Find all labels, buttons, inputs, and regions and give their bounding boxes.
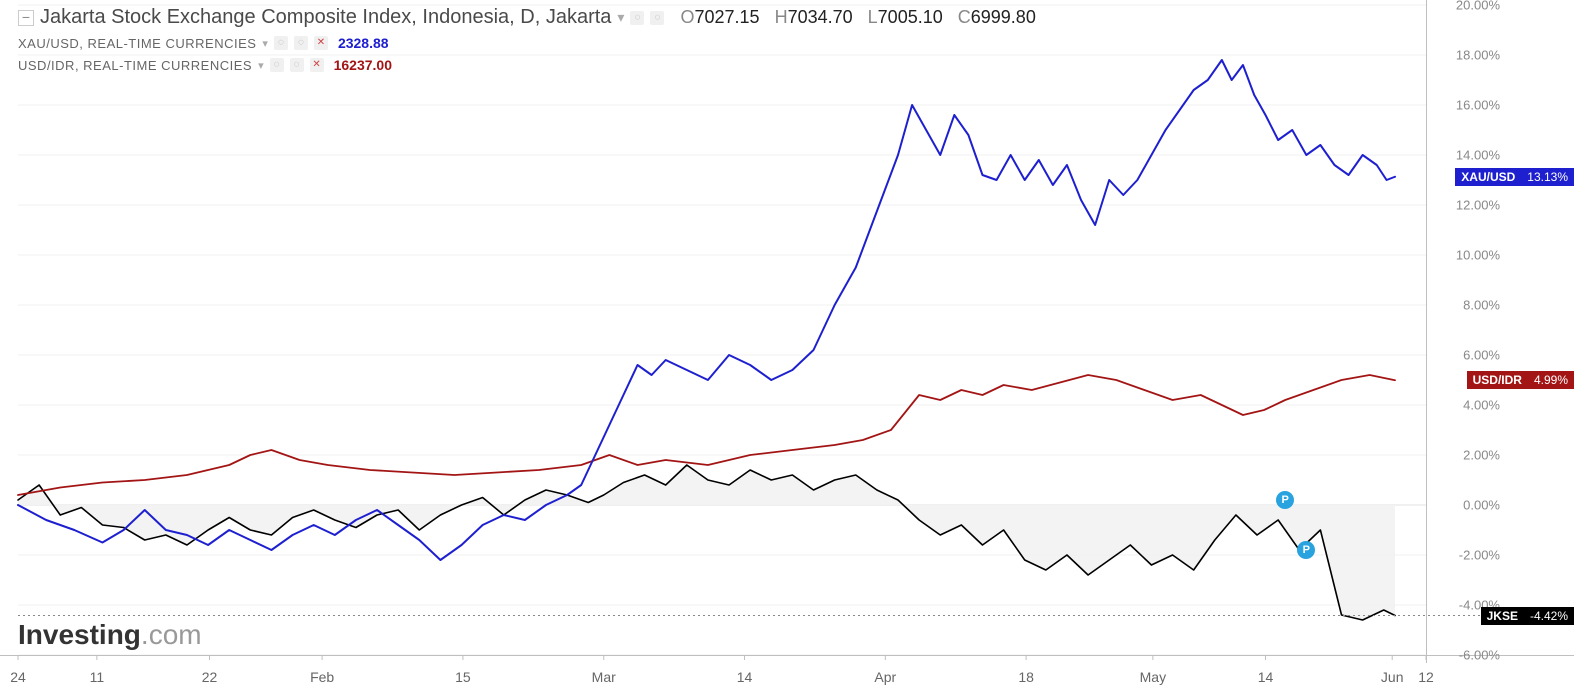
legend-usdidr: USD/IDR, REAL-TIME CURRENCIES ▾ ◌ ◌ ✕ 16… [18, 57, 1464, 73]
x-tick-label: 18 [1018, 669, 1034, 685]
price-tag-usdidr: USD/IDR4.99% [1467, 370, 1574, 390]
x-tick-label: Apr [874, 669, 896, 685]
x-tick-label: Mar [592, 669, 616, 685]
price-tag-xauusd: XAU/USD13.13% [1455, 167, 1574, 187]
x-tick-label: 11 [90, 669, 105, 685]
x-tick-label: 14 [737, 669, 753, 685]
settings2-icon[interactable]: ◌ [650, 11, 664, 25]
y-tick-label: 10.00% [1456, 248, 1500, 263]
close-icon[interactable]: ✕ [314, 36, 328, 50]
chart-title: Jakarta Stock Exchange Composite Index, … [40, 6, 611, 29]
gear-icon[interactable]: ◌ [294, 36, 308, 50]
y-tick-label: 12.00% [1456, 198, 1500, 213]
collapse-icon[interactable]: − [18, 10, 34, 26]
chart-container: − Jakarta Stock Exchange Composite Index… [0, 0, 1574, 693]
chevron-down-icon[interactable]: ▾ [258, 59, 264, 72]
y-tick-label: 16.00% [1456, 98, 1500, 113]
x-tick-label: 15 [455, 669, 471, 685]
eye-icon[interactable]: ◌ [270, 58, 284, 72]
y-tick-label: 4.00% [1463, 398, 1500, 413]
y-tick-label: 0.00% [1463, 498, 1500, 513]
x-tick-label: 12 [1418, 669, 1434, 685]
y-tick-label: 8.00% [1463, 298, 1500, 313]
title-row: − Jakarta Stock Exchange Composite Index… [18, 6, 1464, 29]
close-icon[interactable]: ✕ [310, 58, 324, 72]
x-tick-label: May [1140, 669, 1166, 685]
eye-icon[interactable]: ◌ [274, 36, 288, 50]
y-tick-label: -6.00% [1459, 648, 1500, 663]
x-tick-label: Jun [1381, 669, 1404, 685]
x-axis-separator [0, 655, 1574, 656]
x-tick-label: 14 [1258, 669, 1274, 685]
chevron-down-icon[interactable]: ▾ [617, 9, 624, 26]
gear-icon[interactable]: ◌ [290, 58, 304, 72]
chevron-down-icon[interactable]: ▾ [262, 37, 268, 50]
y-axis-separator [1426, 0, 1427, 663]
settings-icon[interactable]: ◌ [630, 11, 644, 25]
price-tag-jkse: JKSE-4.42% [1481, 606, 1574, 626]
y-tick-label: -2.00% [1459, 548, 1500, 563]
watermark: Investing.com [18, 619, 202, 651]
y-tick-label: 6.00% [1463, 348, 1500, 363]
x-tick-label: 22 [202, 669, 218, 685]
y-tick-label: 2.00% [1463, 448, 1500, 463]
chart-header: − Jakarta Stock Exchange Composite Index… [18, 6, 1464, 73]
x-tick-label: Feb [310, 669, 334, 685]
chart-plot[interactable] [0, 0, 1574, 693]
x-tick-label: 24 [10, 669, 26, 685]
legend-xauusd: XAU/USD, REAL-TIME CURRENCIES ▾ ◌ ◌ ✕ 23… [18, 35, 1464, 51]
ohlc: O7027.15 H7034.70 L7005.10 C6999.80 [670, 7, 1035, 28]
y-tick-label: 14.00% [1456, 148, 1500, 163]
